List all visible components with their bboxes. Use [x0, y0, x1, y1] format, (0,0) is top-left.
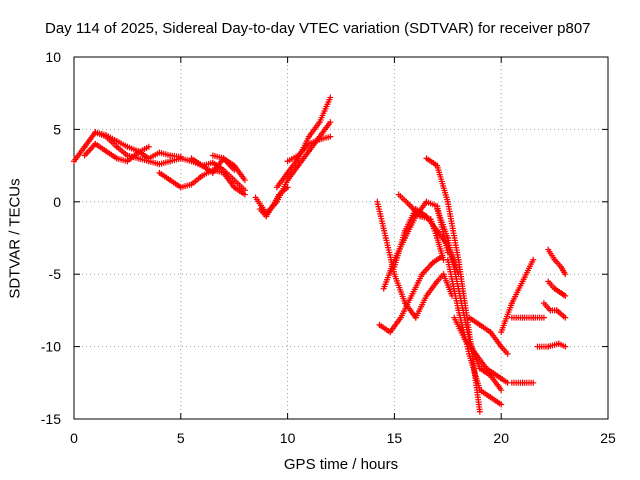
x-tick-label: 10 [280, 430, 296, 446]
y-tick-label: 0 [53, 194, 61, 210]
data-point [284, 184, 291, 191]
data-point [530, 379, 537, 386]
x-tick-label: 15 [387, 430, 403, 446]
data-point [476, 408, 483, 415]
data-point [562, 292, 569, 299]
data-point [530, 256, 537, 263]
data-point [177, 153, 184, 160]
x-tick-label: 20 [493, 430, 509, 446]
y-tick-label: -10 [41, 339, 61, 355]
chart-title: Day 114 of 2025, Sidereal Day-to-day VTE… [45, 20, 591, 37]
data-point [562, 343, 569, 350]
data-point [145, 143, 152, 150]
y-tick-label: -5 [49, 266, 62, 282]
data-point [498, 401, 505, 408]
y-tick-label: -15 [41, 411, 61, 427]
data-point [231, 166, 238, 173]
data-point [241, 191, 248, 198]
y-axis-label: SDTVAR / TECUs [6, 178, 24, 299]
y-tick-label: 10 [45, 49, 61, 65]
data-point [562, 314, 569, 321]
data-point [327, 119, 334, 126]
y-tick-label: 5 [53, 121, 61, 137]
data-point [540, 314, 547, 321]
plot-frame [73, 56, 609, 420]
data-point [498, 387, 505, 394]
x-axis-label: GPS time / hours [283, 456, 399, 473]
data-point [241, 177, 248, 184]
x-tick-label: 0 [70, 430, 78, 446]
data-point [504, 350, 511, 357]
data-point [327, 133, 334, 140]
x-tick-label: 25 [600, 430, 616, 446]
x-tick-label: 5 [177, 430, 185, 446]
data-point [562, 271, 569, 278]
data-point [327, 94, 334, 101]
